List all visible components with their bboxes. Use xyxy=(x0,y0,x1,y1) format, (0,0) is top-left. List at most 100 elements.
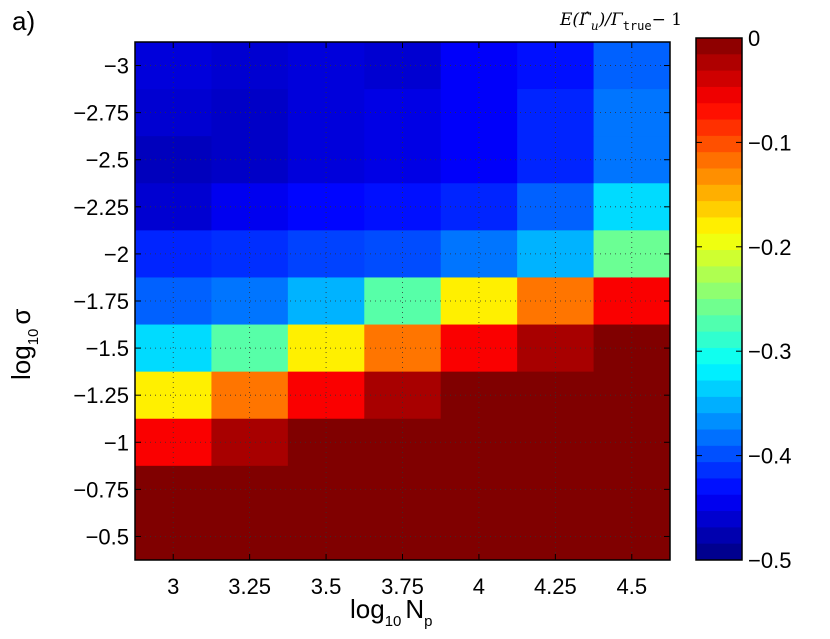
heatmap-cell xyxy=(135,465,212,514)
heatmap-cell xyxy=(135,230,212,278)
heatmap-cell xyxy=(593,42,671,90)
y-tick-label: −2.5 xyxy=(86,148,129,173)
x-tick-label: 3 xyxy=(167,574,179,599)
heatmap-cell xyxy=(287,136,365,184)
colorbar-band xyxy=(696,478,742,496)
colorbar-band xyxy=(696,217,742,235)
colorbar-band xyxy=(696,364,742,382)
colorbar-band xyxy=(696,119,742,137)
heatmap-cell xyxy=(135,42,212,90)
colorbar-title-rhs: − 1 xyxy=(652,10,682,30)
colorbar-title-mid: )/Γ xyxy=(598,10,624,30)
colorbar-band xyxy=(696,331,742,349)
colorbar-frame xyxy=(695,37,743,561)
heatmap-cell xyxy=(440,136,518,184)
colorbar-band xyxy=(696,396,742,414)
y-tick-label: −1.25 xyxy=(73,383,129,408)
colorbar-band xyxy=(696,511,742,528)
y-tick-label: −2.75 xyxy=(73,101,129,126)
y-axis-ticks: −3 −2.75 −2.5 −2.25 −2 −1.75 −1.5 −1.25 −1 −0.75 −… xyxy=(73,54,670,549)
heatmap-cell xyxy=(593,230,671,278)
colorbar-tick-label: −0.4 xyxy=(748,444,791,469)
colorbar-band xyxy=(696,445,742,463)
heatmap-cells xyxy=(135,42,671,561)
x-tick-label: 4.25 xyxy=(534,574,577,599)
colorbar-band xyxy=(696,250,742,267)
heatmap-cell xyxy=(440,512,518,561)
grid-lines xyxy=(135,42,670,560)
x-tick-label: 3.75 xyxy=(381,574,424,599)
colorbar-ticks: 0 −0.1 −0.2 −0.3 −0.4 −0.5 xyxy=(696,26,791,573)
colorbar-band xyxy=(696,38,742,55)
x-label-var-sub: p xyxy=(424,613,432,630)
y-tick-label: −1.75 xyxy=(73,289,129,314)
colorbar-band xyxy=(696,413,742,430)
colorbar-band xyxy=(696,462,742,479)
colorbar-band xyxy=(696,201,742,218)
heatmap-cell xyxy=(211,136,289,184)
heatmap-cell xyxy=(364,465,442,514)
heatmap-cell xyxy=(135,136,212,184)
y-tick-label: −2.25 xyxy=(73,195,129,220)
colorbar-tick-label: −0.1 xyxy=(748,130,791,155)
colorbar-band xyxy=(696,429,742,447)
colorbar-band xyxy=(696,86,742,104)
y-label-base: 10 xyxy=(25,329,42,346)
heatmap-cell xyxy=(593,465,671,514)
colorbar-band xyxy=(696,168,742,186)
y-tick-label: −1 xyxy=(104,430,129,455)
colorbar-title-mid-sub: true xyxy=(623,19,652,33)
heatmap-cell xyxy=(211,512,289,561)
colorbar-band xyxy=(696,543,742,561)
colorbar-tick-label: 0 xyxy=(748,26,760,51)
colorbar-band xyxy=(696,266,742,284)
colorbar-title-lhs: E(Γ̂ xyxy=(559,10,592,30)
heatmap-cell xyxy=(593,136,671,184)
colorbar-band xyxy=(696,103,742,121)
heatmap-cell xyxy=(364,230,442,278)
colorbar-band xyxy=(696,527,742,545)
y-tick-label: −2 xyxy=(104,242,129,267)
heatmap-cell xyxy=(135,371,212,420)
y-label-var: σ xyxy=(6,309,36,325)
heatmap-cell xyxy=(440,324,518,373)
heatmap-cell xyxy=(287,512,365,561)
heatmap-cell xyxy=(440,465,518,514)
heatmap-cell xyxy=(593,371,671,420)
colorbar-band xyxy=(696,282,742,300)
heatmap-cell xyxy=(364,42,442,90)
heatmap-cell xyxy=(287,324,365,373)
heatmap-cell xyxy=(211,324,289,373)
colorbar-title: E(Γ̂u)/Γtrue− 1 xyxy=(559,10,682,33)
x-axis-ticks: 3 3.25 3.5 3.75 4 4.25 4.5 xyxy=(167,42,647,599)
colorbar-tick-label: −0.3 xyxy=(748,339,791,364)
colorbar-band xyxy=(696,299,742,316)
y-axis-label: log10 σ xyxy=(6,309,42,380)
colorbar-band xyxy=(696,315,742,333)
y-tick-label: −0.5 xyxy=(86,524,129,549)
y-label-log: log xyxy=(6,345,36,380)
y-tick-label: −1.5 xyxy=(86,336,129,361)
x-tick-label: 4 xyxy=(473,574,485,599)
heatmap-cell xyxy=(440,230,518,278)
x-tick-label: 4.5 xyxy=(616,574,647,599)
panel-label: a) xyxy=(12,6,35,36)
x-tick-label: 3.25 xyxy=(228,574,271,599)
colorbar-band xyxy=(696,152,742,169)
heatmap-cell xyxy=(364,136,442,184)
x-label-log: log xyxy=(350,594,385,624)
colorbar-title-lhs-sub: u xyxy=(591,19,599,33)
x-tick-label: 3.5 xyxy=(311,574,342,599)
heatmap-cell xyxy=(440,42,518,90)
x-label-var: N xyxy=(405,594,424,624)
colorbar-band xyxy=(696,184,742,202)
colorbar-tick-label: −0.5 xyxy=(748,548,791,573)
colorbar-band xyxy=(696,70,742,88)
x-axis-label: log10 Np xyxy=(350,594,433,630)
colorbar-band xyxy=(696,347,742,365)
colorbar-band xyxy=(696,54,742,72)
x-label-base: 10 xyxy=(385,613,402,630)
heatmap-cell xyxy=(440,371,518,420)
colorbar-tick-label: −0.2 xyxy=(748,235,791,260)
